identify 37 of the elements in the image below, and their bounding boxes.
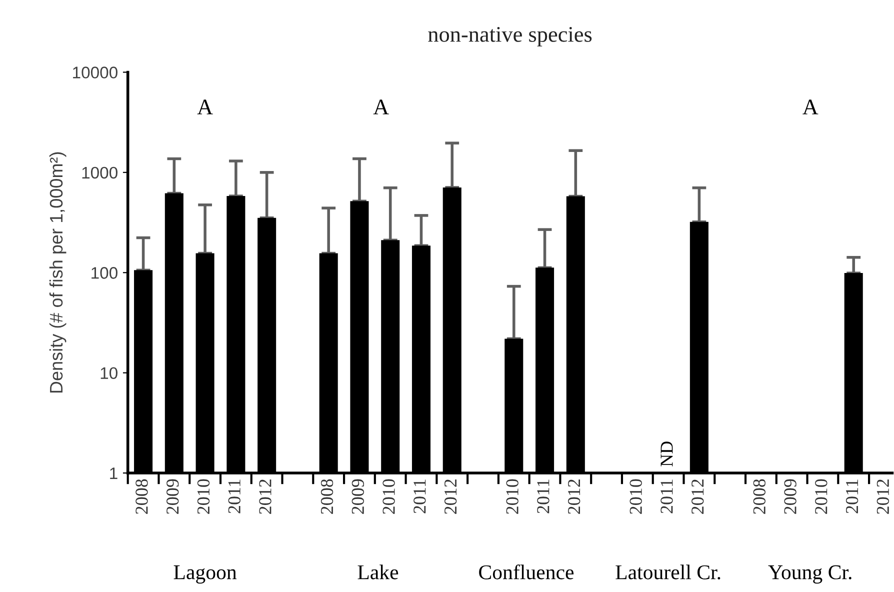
text: Confluence — [479, 564, 574, 580]
x-tick-label: 2010 — [197, 479, 210, 514]
y-tick-label: 10000 — [73, 66, 118, 78]
x-tick-label: 2010 — [382, 479, 395, 514]
x-tick-label: 2010 — [506, 479, 518, 514]
x-tick-label: 2011 — [228, 480, 240, 514]
x-tick-label: 2011 — [537, 480, 550, 514]
x-tick-label: 2009 — [352, 479, 364, 514]
x-tick-label: 2008 — [753, 479, 766, 514]
text: Young Cr. — [768, 565, 852, 584]
x-tick-label: 2012 — [876, 480, 890, 514]
annotation: A — [802, 100, 818, 114]
y-tick-label: 1000 — [82, 166, 118, 179]
x-tick-label: 2010 — [815, 479, 828, 514]
x-tick-label: 2011 — [660, 480, 673, 514]
text: Lake — [358, 564, 398, 580]
x-tick-label: 2008 — [136, 479, 148, 514]
x-tick-label: 2012 — [692, 480, 704, 514]
y-axis-title: Density (# of fish per 1,000m²) — [49, 152, 66, 393]
text: Latourell Cr. — [616, 564, 720, 580]
x-tick-label: 2008 — [320, 479, 334, 514]
annotation: A — [373, 100, 389, 114]
x-tick-label: 2009 — [784, 479, 796, 514]
chart-title: non-native species — [428, 26, 592, 46]
text: Lagoon — [174, 565, 237, 584]
annotation: ND — [660, 442, 673, 466]
x-tick-label: 2012 — [568, 480, 580, 514]
x-tick-label: 2012 — [259, 480, 272, 514]
x-tick-label: 2009 — [166, 479, 179, 514]
y-tick-label: 100 — [92, 267, 118, 279]
x-tick-label: 2010 — [630, 479, 642, 514]
annotation: A — [197, 100, 213, 114]
x-tick-label: 2011 — [414, 480, 426, 514]
x-tick-label: 2011 — [846, 480, 858, 514]
y-tick-label: 10 — [100, 367, 118, 380]
x-tick-label: 2012 — [444, 480, 457, 514]
y-tick-label: 1 — [110, 468, 118, 480]
